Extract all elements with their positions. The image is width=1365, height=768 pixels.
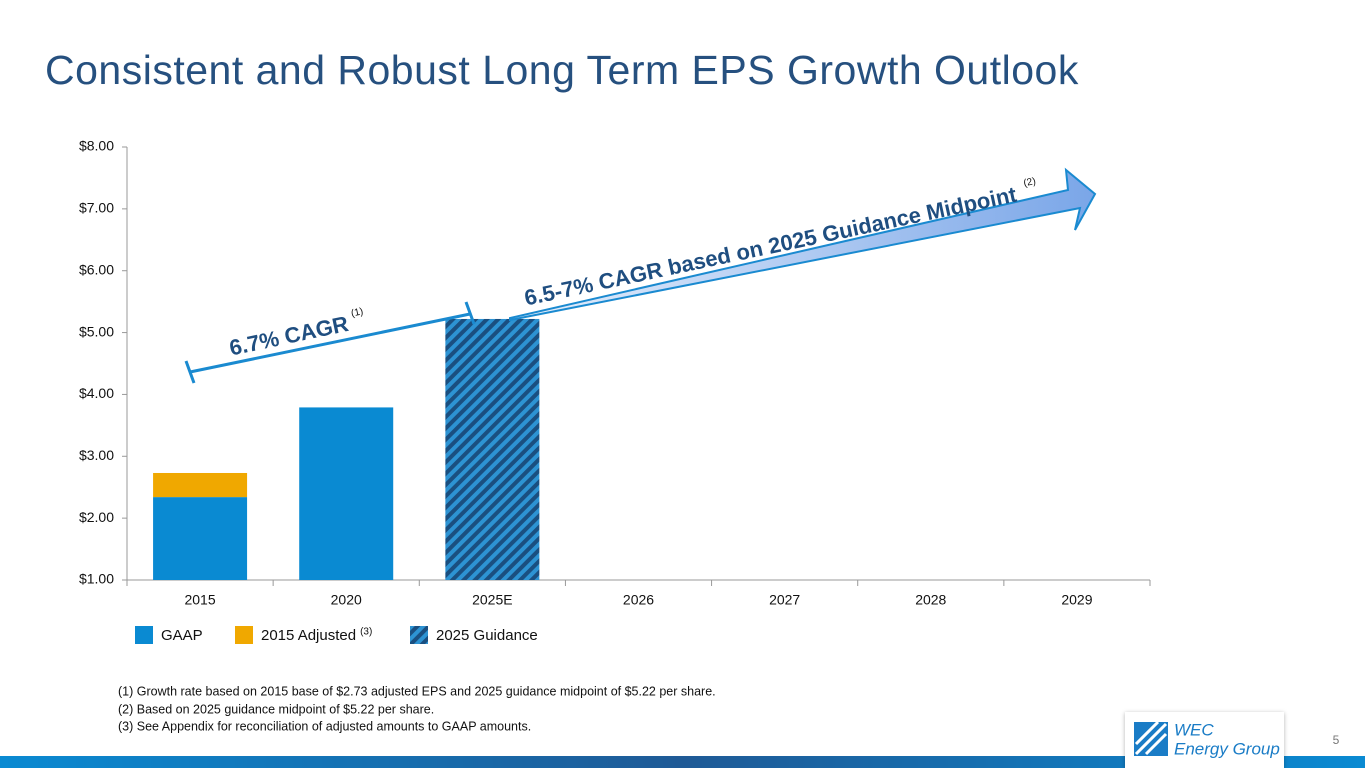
y-tick-label: $7.00 (79, 200, 114, 216)
bar (299, 407, 394, 580)
cagr-bracket (184, 301, 476, 384)
chart: $1.00 $2.00 $3.00 $4.00 $5.00 $6.00 $7.00 $8.00… (79, 138, 1151, 608)
x-tick-label: 2029 (1061, 592, 1092, 608)
bar (153, 472, 248, 498)
y-tick-label: $6.00 (79, 261, 114, 277)
x-tick-label: 2026 (623, 592, 654, 608)
x-tick-label: 2025E (472, 592, 512, 608)
legend-label: 2015 Adjusted (261, 627, 356, 644)
footnote: (2) Based on 2025 guidance midpoint of $… (118, 702, 434, 716)
y-tick-label: $4.00 (79, 385, 114, 401)
legend-label: GAAP (161, 627, 203, 644)
legend-swatch (235, 626, 253, 644)
legend-swatch (135, 626, 153, 644)
annotation: 6.5-7% CAGR based on 2025 Guidance Midpo… (522, 182, 1019, 311)
legend-note: (3) (360, 627, 372, 638)
legend-swatch (410, 626, 428, 644)
logo-text: WEC (1174, 720, 1214, 739)
annotation-note: (1) (350, 306, 364, 319)
y-tick-label: $1.00 (79, 571, 114, 587)
y-tick-label: $2.00 (79, 509, 114, 525)
growth-arrow (509, 167, 1097, 322)
footer-band (0, 756, 1365, 768)
x-tick-label: 2020 (331, 592, 362, 608)
legend-label: 2025 Guidance (436, 627, 538, 644)
annotation-note: (2) (1023, 176, 1037, 189)
y-tick-label: $3.00 (79, 447, 114, 463)
legend: GAAP 2015 Adjusted (3) 2025 Guidance (135, 626, 538, 644)
chart-title: Consistent and Robust Long Term EPS Grow… (45, 47, 1079, 93)
logo: WEC Energy Group (1125, 712, 1284, 768)
bar (445, 318, 540, 580)
y-tick-label: $5.00 (79, 323, 114, 339)
footnote: (3) See Appendix for reconciliation of a… (118, 719, 531, 733)
bar (153, 497, 248, 580)
x-tick-label: 2015 (184, 592, 215, 608)
annotation: 6.7% CAGR (227, 311, 351, 361)
page-number: 5 (1333, 733, 1340, 747)
logo-text: Energy Group (1174, 739, 1280, 758)
y-tick-label: $8.00 (79, 138, 114, 154)
footnote: (1) Growth rate based on 2015 base of $2… (118, 684, 716, 698)
x-tick-label: 2028 (915, 592, 946, 608)
x-tick-label: 2027 (769, 592, 800, 608)
